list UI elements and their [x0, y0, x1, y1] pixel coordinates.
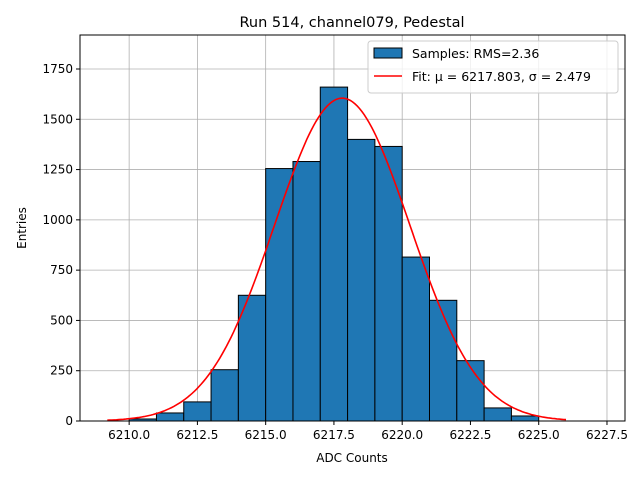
histogram-bar — [401, 256, 430, 422]
histogram-bar — [510, 415, 540, 422]
histogram-bar — [483, 407, 512, 422]
y-axis-label: Entries — [15, 207, 29, 249]
plot-frame — [79, 34, 626, 422]
legend-samples-swatch — [373, 47, 403, 59]
histogram-bar — [237, 294, 267, 422]
y-tick-label: 0 — [65, 414, 73, 428]
x-tick-label: 6215.0 — [245, 428, 287, 442]
y-tick-label: 1750 — [42, 62, 73, 76]
x-axis-label: ADC Counts — [316, 451, 388, 465]
x-tick-label: 6220.0 — [381, 428, 423, 442]
histogram-bar — [428, 299, 458, 422]
x-tick-label: 6225.0 — [518, 428, 560, 442]
y-ticks: 0 250 500 750 1000 1250 1500 1750 — [42, 62, 80, 428]
histogram-bar — [456, 360, 485, 422]
x-tick-label: 6222.5 — [449, 428, 491, 442]
fit-curve — [107, 97, 567, 421]
histogram-bar — [210, 369, 239, 422]
y-tick-label: 500 — [50, 313, 73, 327]
histogram-bar — [374, 145, 403, 422]
legend-box — [367, 40, 619, 94]
x-tick-label: 6217.5 — [313, 428, 355, 442]
x-tick-label: 6212.5 — [176, 428, 218, 442]
x-tick-label: 6227.5 — [586, 428, 628, 442]
y-tick-label: 750 — [50, 263, 73, 277]
histogram-bar — [155, 412, 185, 422]
legend-samples-label: Samples: RMS=2.36 — [412, 46, 539, 61]
histogram-bar — [292, 161, 321, 422]
histogram-bar — [347, 138, 376, 422]
histogram-bar — [319, 86, 349, 422]
y-tick-label: 1500 — [42, 112, 73, 126]
legend: Samples: RMS=2.36 Fit: μ = 6217.803, σ =… — [367, 40, 619, 94]
chart-title: Run 514, channel079, Pedestal — [239, 15, 464, 31]
x-ticks: 6210.0 6212.5 6215.0 6217.5 6220.0 6222.5 6225… — [108, 421, 628, 442]
legend-fit-label: Fit: μ = 6217.803, σ = 2.479 — [412, 69, 591, 84]
histogram-bar — [265, 168, 294, 422]
histogram-bar — [183, 401, 212, 422]
y-tick-label: 1250 — [42, 163, 73, 177]
y-tick-label: 1000 — [42, 213, 73, 227]
x-tick-label: 6210.0 — [108, 428, 150, 442]
y-tick-label: 250 — [50, 364, 73, 378]
